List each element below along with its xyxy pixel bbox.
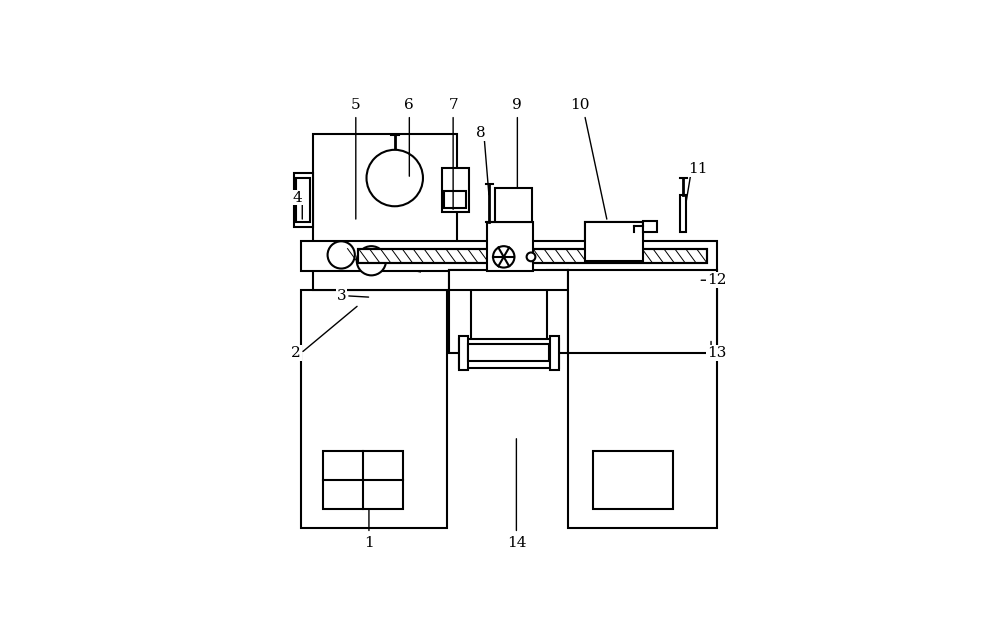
Text: 14: 14	[507, 536, 526, 550]
Bar	[585, 222, 643, 241]
Circle shape	[527, 253, 535, 261]
Bar	[358, 248, 707, 263]
Bar	[323, 451, 403, 509]
Circle shape	[357, 246, 386, 276]
Bar	[568, 290, 717, 528]
Bar	[550, 336, 559, 370]
Bar	[495, 188, 532, 222]
Bar	[547, 270, 568, 353]
Text: 1: 1	[364, 536, 374, 550]
Bar	[593, 451, 673, 509]
Text: 2: 2	[291, 346, 301, 360]
Text: 8: 8	[476, 126, 486, 140]
Text: 6: 6	[404, 98, 414, 112]
Bar	[459, 339, 559, 368]
Bar	[358, 248, 707, 263]
Bar	[294, 173, 313, 227]
Text: 7: 7	[448, 98, 458, 112]
Bar	[449, 270, 568, 290]
Circle shape	[328, 241, 355, 269]
Text: 13: 13	[707, 346, 727, 360]
Bar	[643, 221, 657, 231]
Bar	[313, 134, 457, 290]
Circle shape	[493, 246, 514, 267]
Text: 4: 4	[293, 190, 302, 205]
Bar	[487, 222, 533, 272]
Text: 11: 11	[688, 162, 707, 176]
Bar	[468, 344, 549, 362]
Bar	[301, 241, 717, 272]
Circle shape	[367, 150, 423, 206]
Bar	[585, 222, 643, 261]
Bar	[296, 178, 310, 222]
Text: 9: 9	[512, 98, 522, 112]
Text: 10: 10	[570, 98, 589, 112]
Bar	[442, 168, 469, 212]
Bar	[301, 290, 447, 528]
Bar	[449, 270, 471, 353]
Bar	[568, 270, 717, 353]
Text: 5: 5	[351, 98, 361, 112]
Bar	[680, 195, 686, 231]
Text: 3: 3	[336, 289, 346, 303]
Bar	[444, 191, 466, 208]
Bar	[459, 336, 468, 370]
Text: 12: 12	[707, 273, 727, 287]
